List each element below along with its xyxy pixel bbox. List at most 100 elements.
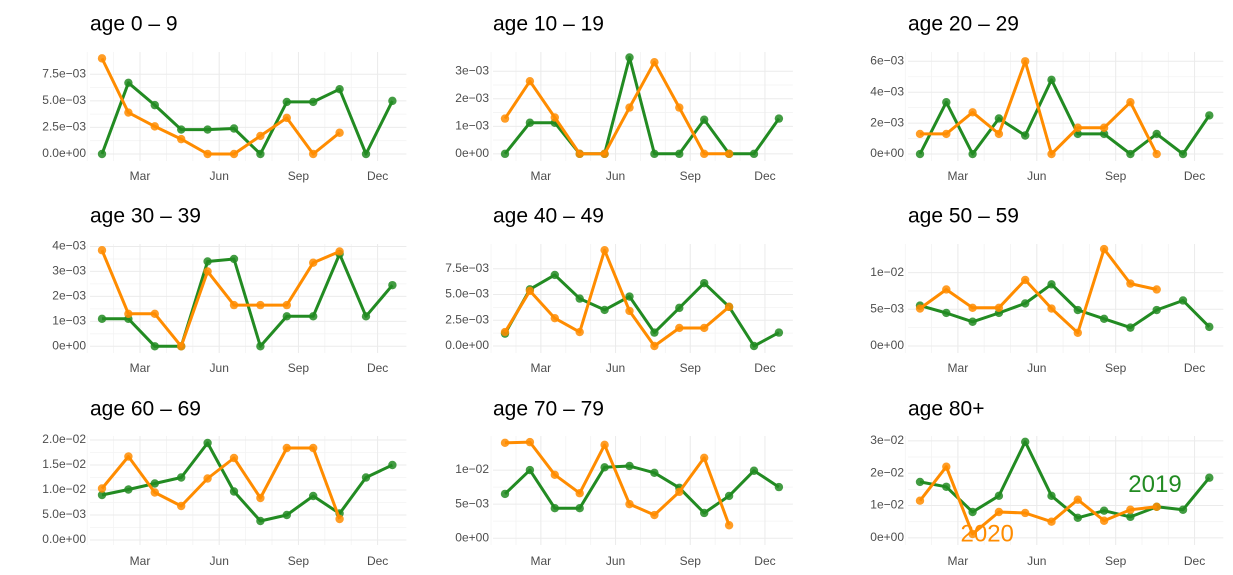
x-tick-label: Dec [1184, 169, 1205, 183]
x-tick-label: Mar [948, 554, 969, 568]
point [550, 313, 559, 323]
point [177, 134, 186, 144]
point [1073, 495, 1083, 504]
point [749, 149, 759, 159]
panel-title: age 60 – 69 [90, 398, 201, 421]
y-tick-label: 6e−03 [870, 53, 904, 67]
y-tick-label: 2e−03 [870, 115, 904, 129]
point [915, 496, 925, 505]
panel: age 80+ 0e+00 1e−02 2e−02 3e−02 Mar Jun Sep Dec 2… [870, 398, 1224, 568]
point [1099, 516, 1109, 525]
point [229, 254, 239, 264]
point [749, 466, 759, 475]
x-tick-label: Sep [1105, 169, 1127, 183]
panel: age 20 – 29 0e+00 2e−03 4e−03 6e−03 Mar Jun Sep… [870, 13, 1224, 183]
y-tick-label: 0e+00 [870, 338, 904, 352]
series-label: 2019 [1128, 471, 1181, 498]
point [968, 317, 977, 326]
y-tick-label: 3e−03 [455, 63, 489, 77]
point [1099, 314, 1109, 324]
point [335, 84, 344, 94]
point [625, 499, 634, 509]
point [229, 300, 239, 310]
series-line [100, 81, 394, 156]
y-tick-label: 3e−02 [870, 433, 904, 447]
series-line [100, 57, 341, 156]
y-tick-label: 0.0e+00 [445, 338, 489, 352]
y-tick-label: 2e−03 [52, 289, 86, 303]
point [1020, 57, 1030, 66]
point [675, 487, 684, 497]
point [1099, 129, 1109, 139]
point [600, 245, 609, 255]
point [309, 149, 318, 159]
x-tick-label: Sep [680, 361, 702, 375]
point [500, 438, 510, 448]
y-tick-label: 0e+00 [52, 338, 86, 352]
point [203, 267, 212, 276]
point [625, 103, 634, 112]
point [724, 521, 734, 530]
point [229, 487, 239, 496]
point [575, 504, 584, 513]
point [1152, 502, 1161, 512]
point [994, 491, 1004, 501]
point [500, 327, 510, 337]
point [1126, 98, 1135, 107]
y-tick-label: 5e−03 [455, 496, 489, 510]
series-line [503, 464, 780, 515]
point [309, 258, 318, 267]
point [550, 270, 559, 280]
point [625, 306, 634, 316]
point [994, 114, 1004, 123]
point [915, 477, 925, 487]
y-tick-label: 0e+00 [870, 146, 904, 160]
point [1126, 279, 1135, 288]
panel-title: age 70 – 79 [493, 398, 604, 421]
point [1047, 280, 1056, 289]
point [150, 488, 159, 497]
y-tick-label: 0.0e+00 [42, 532, 86, 546]
point [600, 149, 609, 159]
point [942, 308, 951, 318]
y-tick-label: 5e−03 [870, 301, 904, 315]
y-tick-label: 1e−02 [455, 462, 489, 476]
y-tick-label: 5.0e−03 [42, 93, 86, 107]
panel: age 60 – 69 0.0e+00 5.0e−03 1.0e−02 1.5e−02 2… [42, 398, 407, 568]
panel-title: age 50 – 59 [908, 205, 1019, 228]
point [650, 57, 659, 67]
point [942, 285, 951, 294]
point [650, 510, 659, 520]
point [388, 280, 397, 290]
x-tick-label: Dec [1184, 554, 1205, 568]
point [203, 149, 212, 159]
point [550, 470, 559, 480]
point [97, 314, 107, 324]
point [1020, 437, 1030, 447]
panel-title: age 20 – 29 [908, 13, 1019, 36]
series-line [503, 60, 730, 156]
x-tick-label: Mar [948, 169, 969, 183]
point [1047, 304, 1056, 313]
point [1020, 275, 1030, 285]
point [1073, 123, 1083, 132]
panel: age 70 – 79 0e+00 5e−03 1e−02 Mar Jun Sep Dec [455, 398, 793, 568]
point [388, 460, 397, 470]
point [256, 493, 265, 503]
point [675, 149, 684, 159]
series-line [919, 247, 1158, 335]
point [1047, 75, 1056, 85]
point [335, 247, 344, 256]
point [282, 113, 291, 123]
x-tick-label: Jun [210, 169, 229, 183]
point [700, 508, 709, 518]
point [915, 304, 925, 313]
point [177, 342, 186, 351]
y-tick-label: 2.5e−03 [445, 312, 489, 326]
y-tick-label: 4e−03 [870, 84, 904, 98]
point [124, 452, 133, 461]
point [1020, 131, 1030, 140]
point [968, 108, 977, 117]
point [650, 341, 659, 351]
point [525, 437, 535, 447]
